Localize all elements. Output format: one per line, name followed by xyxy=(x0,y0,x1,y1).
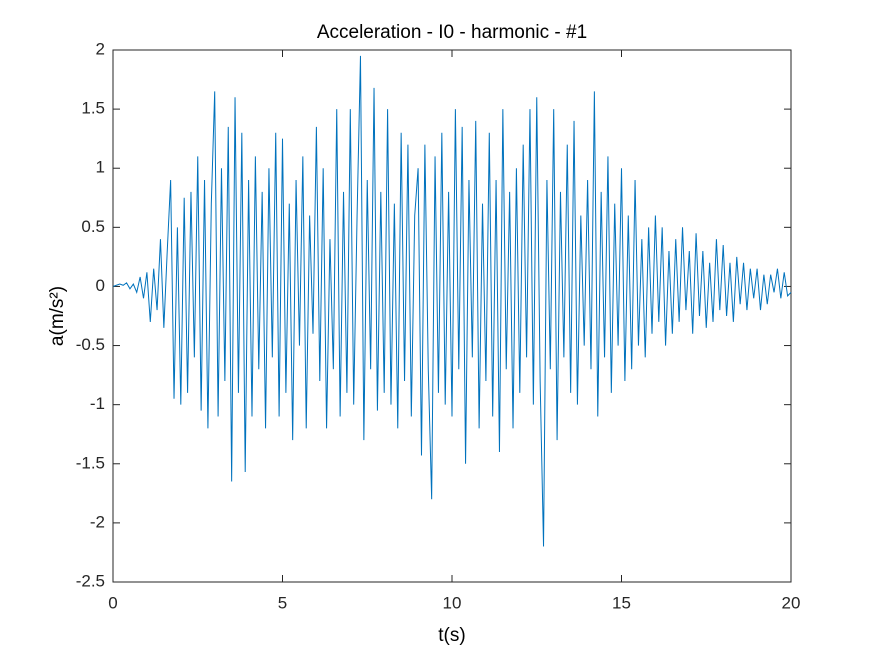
x-tick-label: 20 xyxy=(782,593,801,612)
y-tick-label: -2.5 xyxy=(76,571,105,590)
x-tick-label: 5 xyxy=(278,593,287,612)
x-tick-label: 10 xyxy=(443,593,462,612)
y-tick-label: -2 xyxy=(90,512,105,531)
chart-title: Acceleration - I0 - harmonic - #1 xyxy=(317,22,587,43)
x-tick-label: 0 xyxy=(108,593,117,612)
data-line xyxy=(112,55,792,547)
y-tick-label: -1 xyxy=(90,394,105,413)
y-tick-label: 0 xyxy=(96,276,105,295)
x-axis-label: t(s) xyxy=(438,625,465,646)
y-tick-label: 0.5 xyxy=(81,217,105,236)
y-tick-label: 1 xyxy=(96,158,105,177)
y-tick-label: -0.5 xyxy=(76,335,105,354)
y-axis-label: a(m/s²) xyxy=(47,286,68,346)
y-tick-label: 1.5 xyxy=(81,99,105,118)
y-tick-label: -1.5 xyxy=(76,453,105,472)
x-tick-label: 15 xyxy=(612,593,631,612)
y-tick-label: 2 xyxy=(96,39,105,58)
